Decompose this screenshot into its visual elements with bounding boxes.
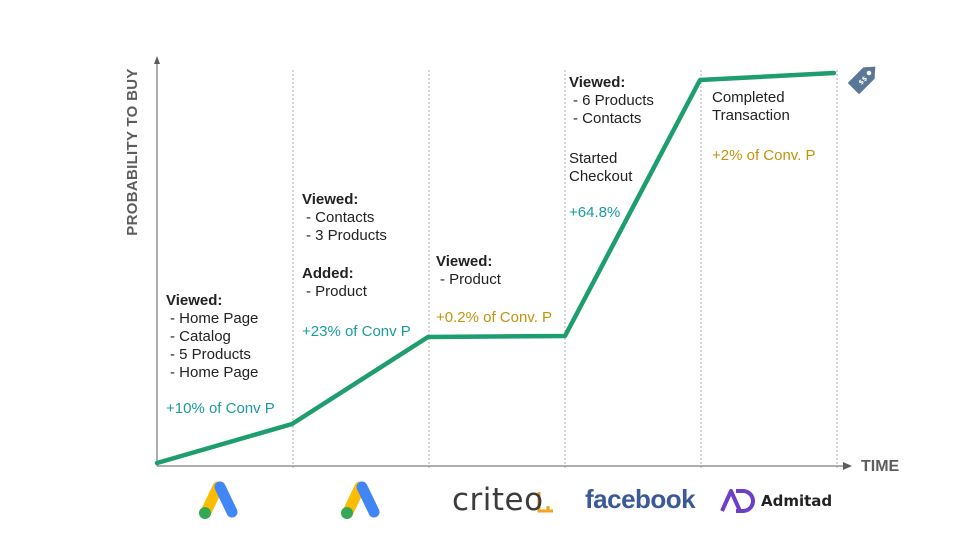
y-axis-arrow — [154, 56, 160, 64]
activity-item: Contacts — [306, 209, 387, 227]
stage-header: Viewed: — [166, 292, 223, 309]
stage-header: Viewed: — [436, 253, 493, 270]
google-ads-icon — [199, 481, 238, 519]
stage-4-lift: +64.8% — [569, 204, 621, 221]
stage-4-activity: Viewed: 6 Products Contacts — [569, 74, 654, 128]
facebook-logo: facebook — [585, 484, 696, 514]
stage-2-activity: Viewed: Contacts 3 Products Added: Produ… — [302, 191, 387, 301]
stage-1-lift: +10% of Conv P — [166, 400, 275, 417]
activity-item: Home Page — [170, 310, 258, 328]
criteo-dot: . — [543, 482, 554, 518]
stage-5-note: Completed Transaction — [712, 89, 790, 125]
price-tag-icon: $$ — [847, 66, 876, 95]
note-line: Checkout — [569, 168, 633, 185]
criteo-bracket-icon — [537, 492, 553, 513]
activity-item: Catalog — [170, 328, 258, 346]
note-line: Completed — [712, 89, 785, 106]
activity-item: Product — [440, 271, 501, 289]
activity-item: Contacts — [573, 110, 654, 128]
activity-item: 5 Products — [170, 346, 258, 364]
stage-header: Viewed: — [302, 191, 359, 208]
probability-line — [154, 70, 837, 466]
activity-item: 6 Products — [573, 92, 654, 110]
stage-4-note: Started Checkout — [569, 150, 632, 186]
google-ads-icon — [341, 481, 380, 519]
activity-item: 3 Products — [306, 227, 387, 245]
admitad-mark-icon — [720, 489, 755, 513]
criteo-logo: criteo. — [452, 482, 553, 518]
note-line: Started — [569, 150, 618, 167]
x-axis-label: TIME — [861, 458, 900, 475]
activity-item: Product — [306, 283, 387, 301]
stage-3-lift: +0.2% of Conv. P — [436, 309, 553, 326]
stage-3-activity: Viewed: Product — [436, 253, 501, 289]
stage-5-lift: +2% of Conv. P — [712, 147, 816, 164]
stage-header: Added: — [302, 265, 354, 282]
x-axis-arrow — [843, 462, 852, 470]
note-line: Transaction — [712, 107, 790, 124]
y-axis-label: PROBABILITY TO BUY — [124, 68, 141, 236]
stage-1-activity: Viewed: Home Page Catalog 5 Products Hom… — [166, 292, 258, 382]
stage-header: Viewed: — [569, 74, 626, 91]
admitad-logo: Admitad — [761, 492, 833, 510]
stage-2-lift: +23% of Conv P — [302, 323, 411, 340]
criteo-wordmark: criteo — [452, 482, 544, 518]
activity-item: Home Page — [170, 364, 258, 382]
